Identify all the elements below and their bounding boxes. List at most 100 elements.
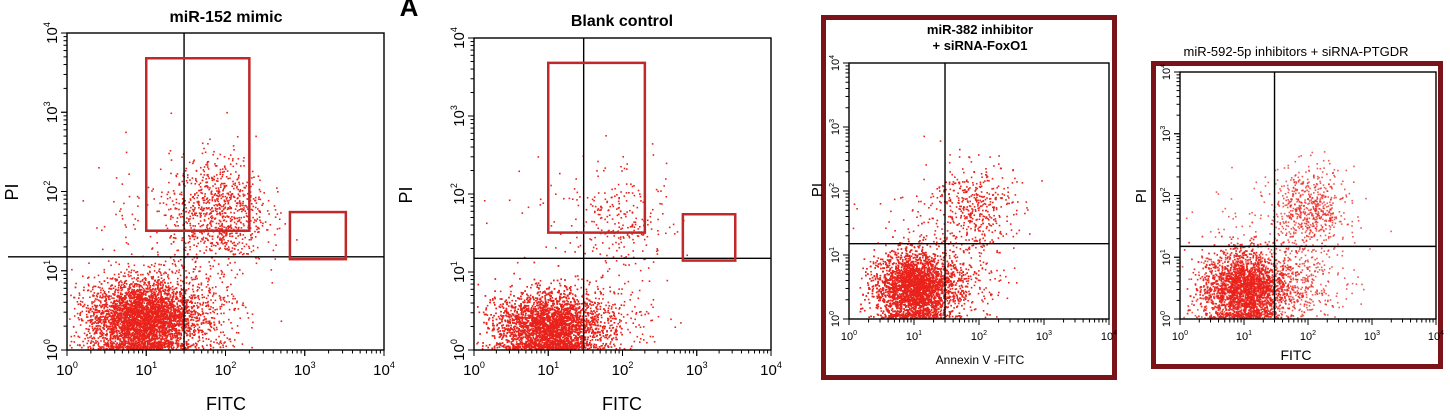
event-dot <box>207 338 210 340</box>
event-dot <box>151 332 154 334</box>
event-dot <box>87 283 90 286</box>
event-dot <box>87 340 90 342</box>
event-dot <box>157 309 159 312</box>
event-dot <box>212 307 214 309</box>
event-dot <box>186 312 189 314</box>
event-dot <box>116 316 119 318</box>
event-dot <box>157 347 160 349</box>
event-dot <box>166 330 169 332</box>
event-dot <box>142 273 144 276</box>
event-dot <box>117 287 120 289</box>
event-dot <box>161 318 163 321</box>
event-dot <box>129 336 131 339</box>
event-dot <box>180 314 183 316</box>
event-dot <box>132 329 135 332</box>
event-dot <box>237 308 240 310</box>
event-dot <box>91 319 94 321</box>
event-dot <box>75 282 77 285</box>
event-dot <box>153 297 156 300</box>
event-dot <box>82 297 84 299</box>
event-dot <box>153 291 155 293</box>
event-dot <box>140 293 143 295</box>
event-dot <box>154 310 156 312</box>
event-dot <box>175 270 178 272</box>
event-dot <box>168 268 171 271</box>
event-dot <box>179 332 182 335</box>
event-dot <box>101 304 104 306</box>
event-dot <box>81 310 84 313</box>
event-dot <box>138 341 140 343</box>
event-dot <box>239 234 242 237</box>
event-dot <box>112 323 115 325</box>
event-dot <box>128 294 131 297</box>
event-dot <box>109 338 111 340</box>
event-dot <box>118 300 120 303</box>
event-dot <box>185 308 187 311</box>
event-dot <box>171 285 174 288</box>
event-dot <box>195 344 198 347</box>
event-dot <box>136 289 139 291</box>
event-dot <box>236 217 239 220</box>
event-dot <box>141 280 144 282</box>
event-dot <box>154 317 156 319</box>
event-dot <box>191 322 194 325</box>
event-dot <box>131 321 134 323</box>
event-dot <box>188 301 191 303</box>
event-dot <box>129 333 132 336</box>
event-dot <box>217 272 219 275</box>
event-dot <box>132 281 135 283</box>
event-dot <box>80 304 82 306</box>
event-dot <box>186 310 189 313</box>
event-dot <box>89 321 92 324</box>
event-dot <box>177 331 179 334</box>
event-dot <box>131 327 133 329</box>
event-dot <box>116 299 118 301</box>
event-dot <box>105 301 108 304</box>
event-dot <box>111 317 113 319</box>
event-dot <box>162 283 164 286</box>
event-dot <box>176 291 179 294</box>
event-dot <box>194 261 197 264</box>
event-dot <box>91 301 93 303</box>
event-dot <box>109 288 112 290</box>
event-dot <box>121 297 124 299</box>
event-dot <box>132 286 135 288</box>
event-dot <box>271 282 274 284</box>
event-dot <box>210 306 212 308</box>
event-dot <box>176 303 179 306</box>
event-dot <box>184 305 187 308</box>
event-dot <box>97 342 100 345</box>
event-dot <box>161 333 164 336</box>
event-dot <box>184 332 187 334</box>
event-dot <box>168 298 171 300</box>
event-dot <box>127 335 129 338</box>
event-dot <box>175 320 177 322</box>
event-dot <box>124 332 127 334</box>
event-dot <box>145 340 148 343</box>
event-dot <box>161 286 164 288</box>
event-dot <box>129 303 132 306</box>
event-dot <box>111 323 113 325</box>
event-dot <box>103 291 106 293</box>
event-dot <box>78 336 81 339</box>
event-dot <box>171 288 174 291</box>
event-dot <box>241 238 244 240</box>
event-dot <box>176 173 179 175</box>
event-dot <box>145 346 148 349</box>
event-dot <box>207 294 209 297</box>
event-dot <box>122 328 125 331</box>
event-dot <box>157 314 159 317</box>
event-dot <box>131 307 133 309</box>
event-dot <box>127 338 130 341</box>
event-dot <box>236 325 239 327</box>
event-dot <box>181 312 184 314</box>
event-dot <box>76 301 79 303</box>
event-dot <box>156 337 159 339</box>
event-dot <box>129 284 131 286</box>
event-dot <box>113 297 115 300</box>
event-dot <box>151 315 153 318</box>
event-dot <box>139 334 142 337</box>
event-dot <box>124 330 126 333</box>
event-dot <box>168 326 170 329</box>
event-dot <box>148 318 150 320</box>
